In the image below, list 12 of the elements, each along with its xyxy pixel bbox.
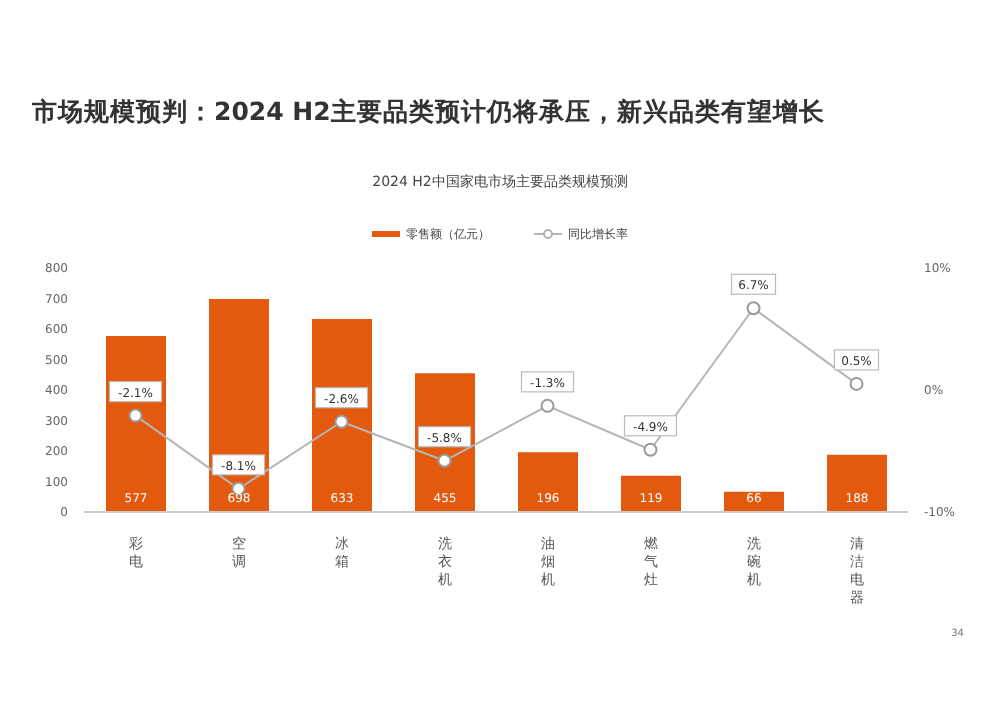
point [849, 376, 864, 391]
point [437, 453, 452, 468]
point [540, 398, 555, 413]
point [643, 442, 658, 457]
point [334, 414, 349, 429]
bar [621, 475, 681, 512]
chart-title: 市场规模预判：2024 H2主要品类预计仍将承压，新兴品类有望增长 [32, 96, 825, 130]
point [746, 301, 761, 316]
point [128, 408, 143, 423]
bar [209, 299, 269, 512]
bar [518, 452, 578, 512]
bar [827, 454, 887, 512]
